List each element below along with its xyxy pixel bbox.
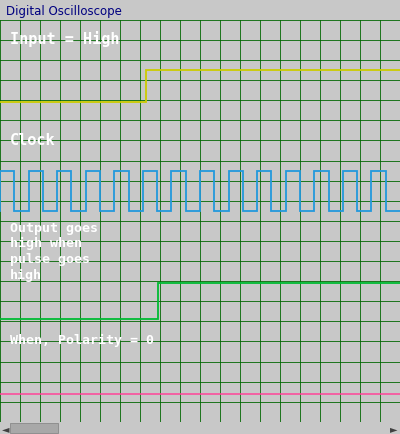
- Text: Output goes
high when
pulse goes
high: Output goes high when pulse goes high: [10, 221, 98, 281]
- Text: ►: ►: [390, 423, 398, 433]
- Text: Clock: Clock: [10, 133, 56, 148]
- Text: Digital Oscilloscope: Digital Oscilloscope: [6, 5, 122, 18]
- Bar: [10, 423, 58, 433]
- Text: Input = High: Input = High: [10, 31, 120, 47]
- Text: ◄: ◄: [2, 423, 10, 433]
- Text: When, Polarity = 0: When, Polarity = 0: [10, 334, 154, 347]
